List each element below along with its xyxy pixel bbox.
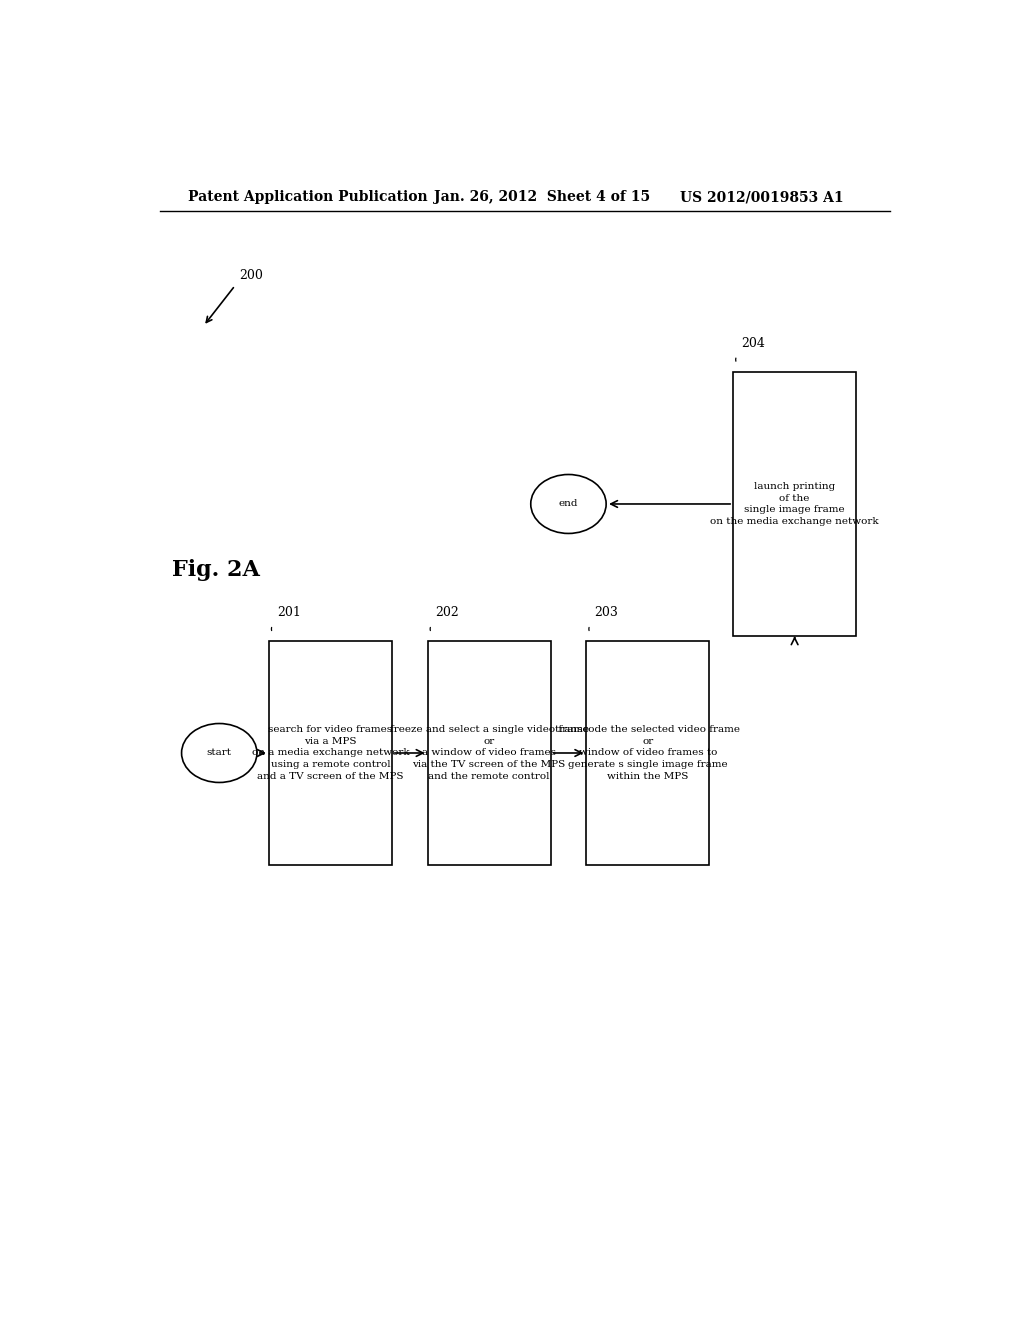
Text: Patent Application Publication: Patent Application Publication: [187, 190, 427, 205]
Text: 203: 203: [594, 606, 618, 619]
Text: start: start: [207, 748, 231, 758]
Text: Fig. 2A: Fig. 2A: [172, 560, 259, 581]
Bar: [733, 372, 856, 636]
Text: launch printing
of the
single image frame
on the media exchange network: launch printing of the single image fram…: [711, 482, 879, 527]
Text: Jan. 26, 2012  Sheet 4 of 15: Jan. 26, 2012 Sheet 4 of 15: [433, 190, 649, 205]
Bar: [428, 642, 551, 865]
Bar: [269, 642, 392, 865]
Text: 204: 204: [741, 337, 765, 350]
Text: US 2012/0019853 A1: US 2012/0019853 A1: [680, 190, 843, 205]
Text: freeze and select a single video frame
or
a window of video frames
via the TV sc: freeze and select a single video frame o…: [389, 725, 589, 781]
Text: transcode the selected video frame
or
window of video frames to
generate s singl: transcode the selected video frame or wi…: [555, 725, 740, 781]
Text: 201: 201: [276, 606, 301, 619]
Text: 202: 202: [435, 606, 460, 619]
Text: 200: 200: [240, 269, 263, 281]
Bar: [587, 642, 710, 865]
Text: search for video frames
via a MPS
on a media exchange network
using a remote con: search for video frames via a MPS on a m…: [252, 725, 410, 781]
Text: end: end: [559, 499, 579, 508]
